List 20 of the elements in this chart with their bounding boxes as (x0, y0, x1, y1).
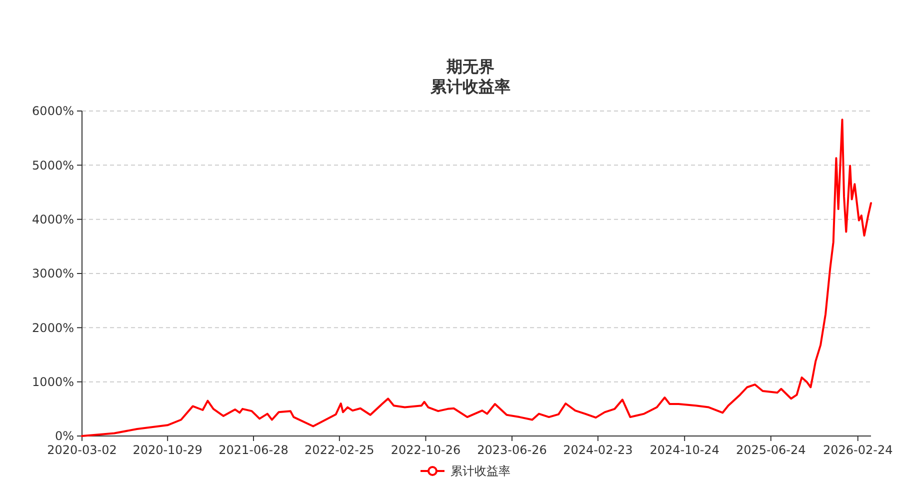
x-tick-label: 2021-06-28 (218, 443, 288, 457)
x-tick-label: 2026-02-24 (822, 443, 893, 457)
x-tick-label: 2023-06-26 (477, 443, 547, 457)
y-tick-label: 5000% (32, 158, 74, 172)
y-tick-label: 3000% (32, 266, 74, 281)
x-tick-label: 2022-10-26 (390, 443, 461, 457)
y-tick-label: 1000% (32, 375, 74, 390)
chart-title: 期无界 (446, 57, 494, 76)
x-tick-label: 2024-10-24 (650, 443, 720, 457)
y-tick-label: 4000% (32, 212, 74, 227)
legend-label: 累计收益率 (450, 464, 510, 478)
y-tick-label: 2000% (32, 320, 74, 335)
x-tick-label: 2025-06-24 (736, 443, 806, 457)
x-tick-label: 2020-10-29 (132, 443, 202, 457)
x-tick-label: 2020-03-02 (47, 443, 117, 457)
y-tick-label: 0% (54, 429, 74, 444)
x-tick-label: 2024-02-23 (563, 443, 633, 457)
y-tick-label: 6000% (32, 104, 74, 118)
x-tick-label: 2022-02-25 (304, 443, 374, 457)
chart-subtitle: 累计收益率 (430, 77, 510, 96)
